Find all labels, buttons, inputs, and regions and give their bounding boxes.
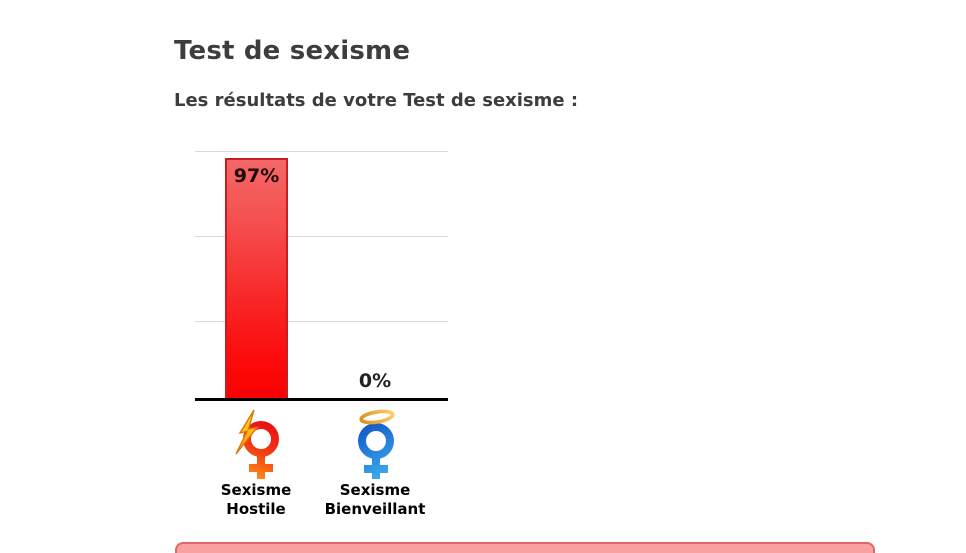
gridline [195, 236, 448, 237]
bar-value-label: 97% [233, 165, 280, 188]
page-title: Test de sexisme [174, 36, 411, 66]
results-subtitle: Les résultats de votre Test de sexisme : [174, 90, 579, 111]
female-symbol-lightning-icon [235, 409, 279, 479]
bar-chart: 97% 0% [195, 151, 448, 398]
lightning-bolt [235, 409, 259, 455]
female-symbol-halo-icon [358, 409, 395, 479]
gridline [195, 151, 448, 152]
bar-value-label-zero: 0% [358, 370, 392, 392]
category-label-benevolent: Sexisme Bienveillant [324, 481, 426, 518]
category-label-hostile: Sexisme Hostile [220, 481, 292, 518]
bar-sexisme-hostile: 97% [225, 158, 288, 398]
halo [359, 409, 395, 425]
gridline [195, 321, 448, 322]
x-axis-line [195, 398, 448, 401]
result-alert-box [175, 542, 875, 553]
